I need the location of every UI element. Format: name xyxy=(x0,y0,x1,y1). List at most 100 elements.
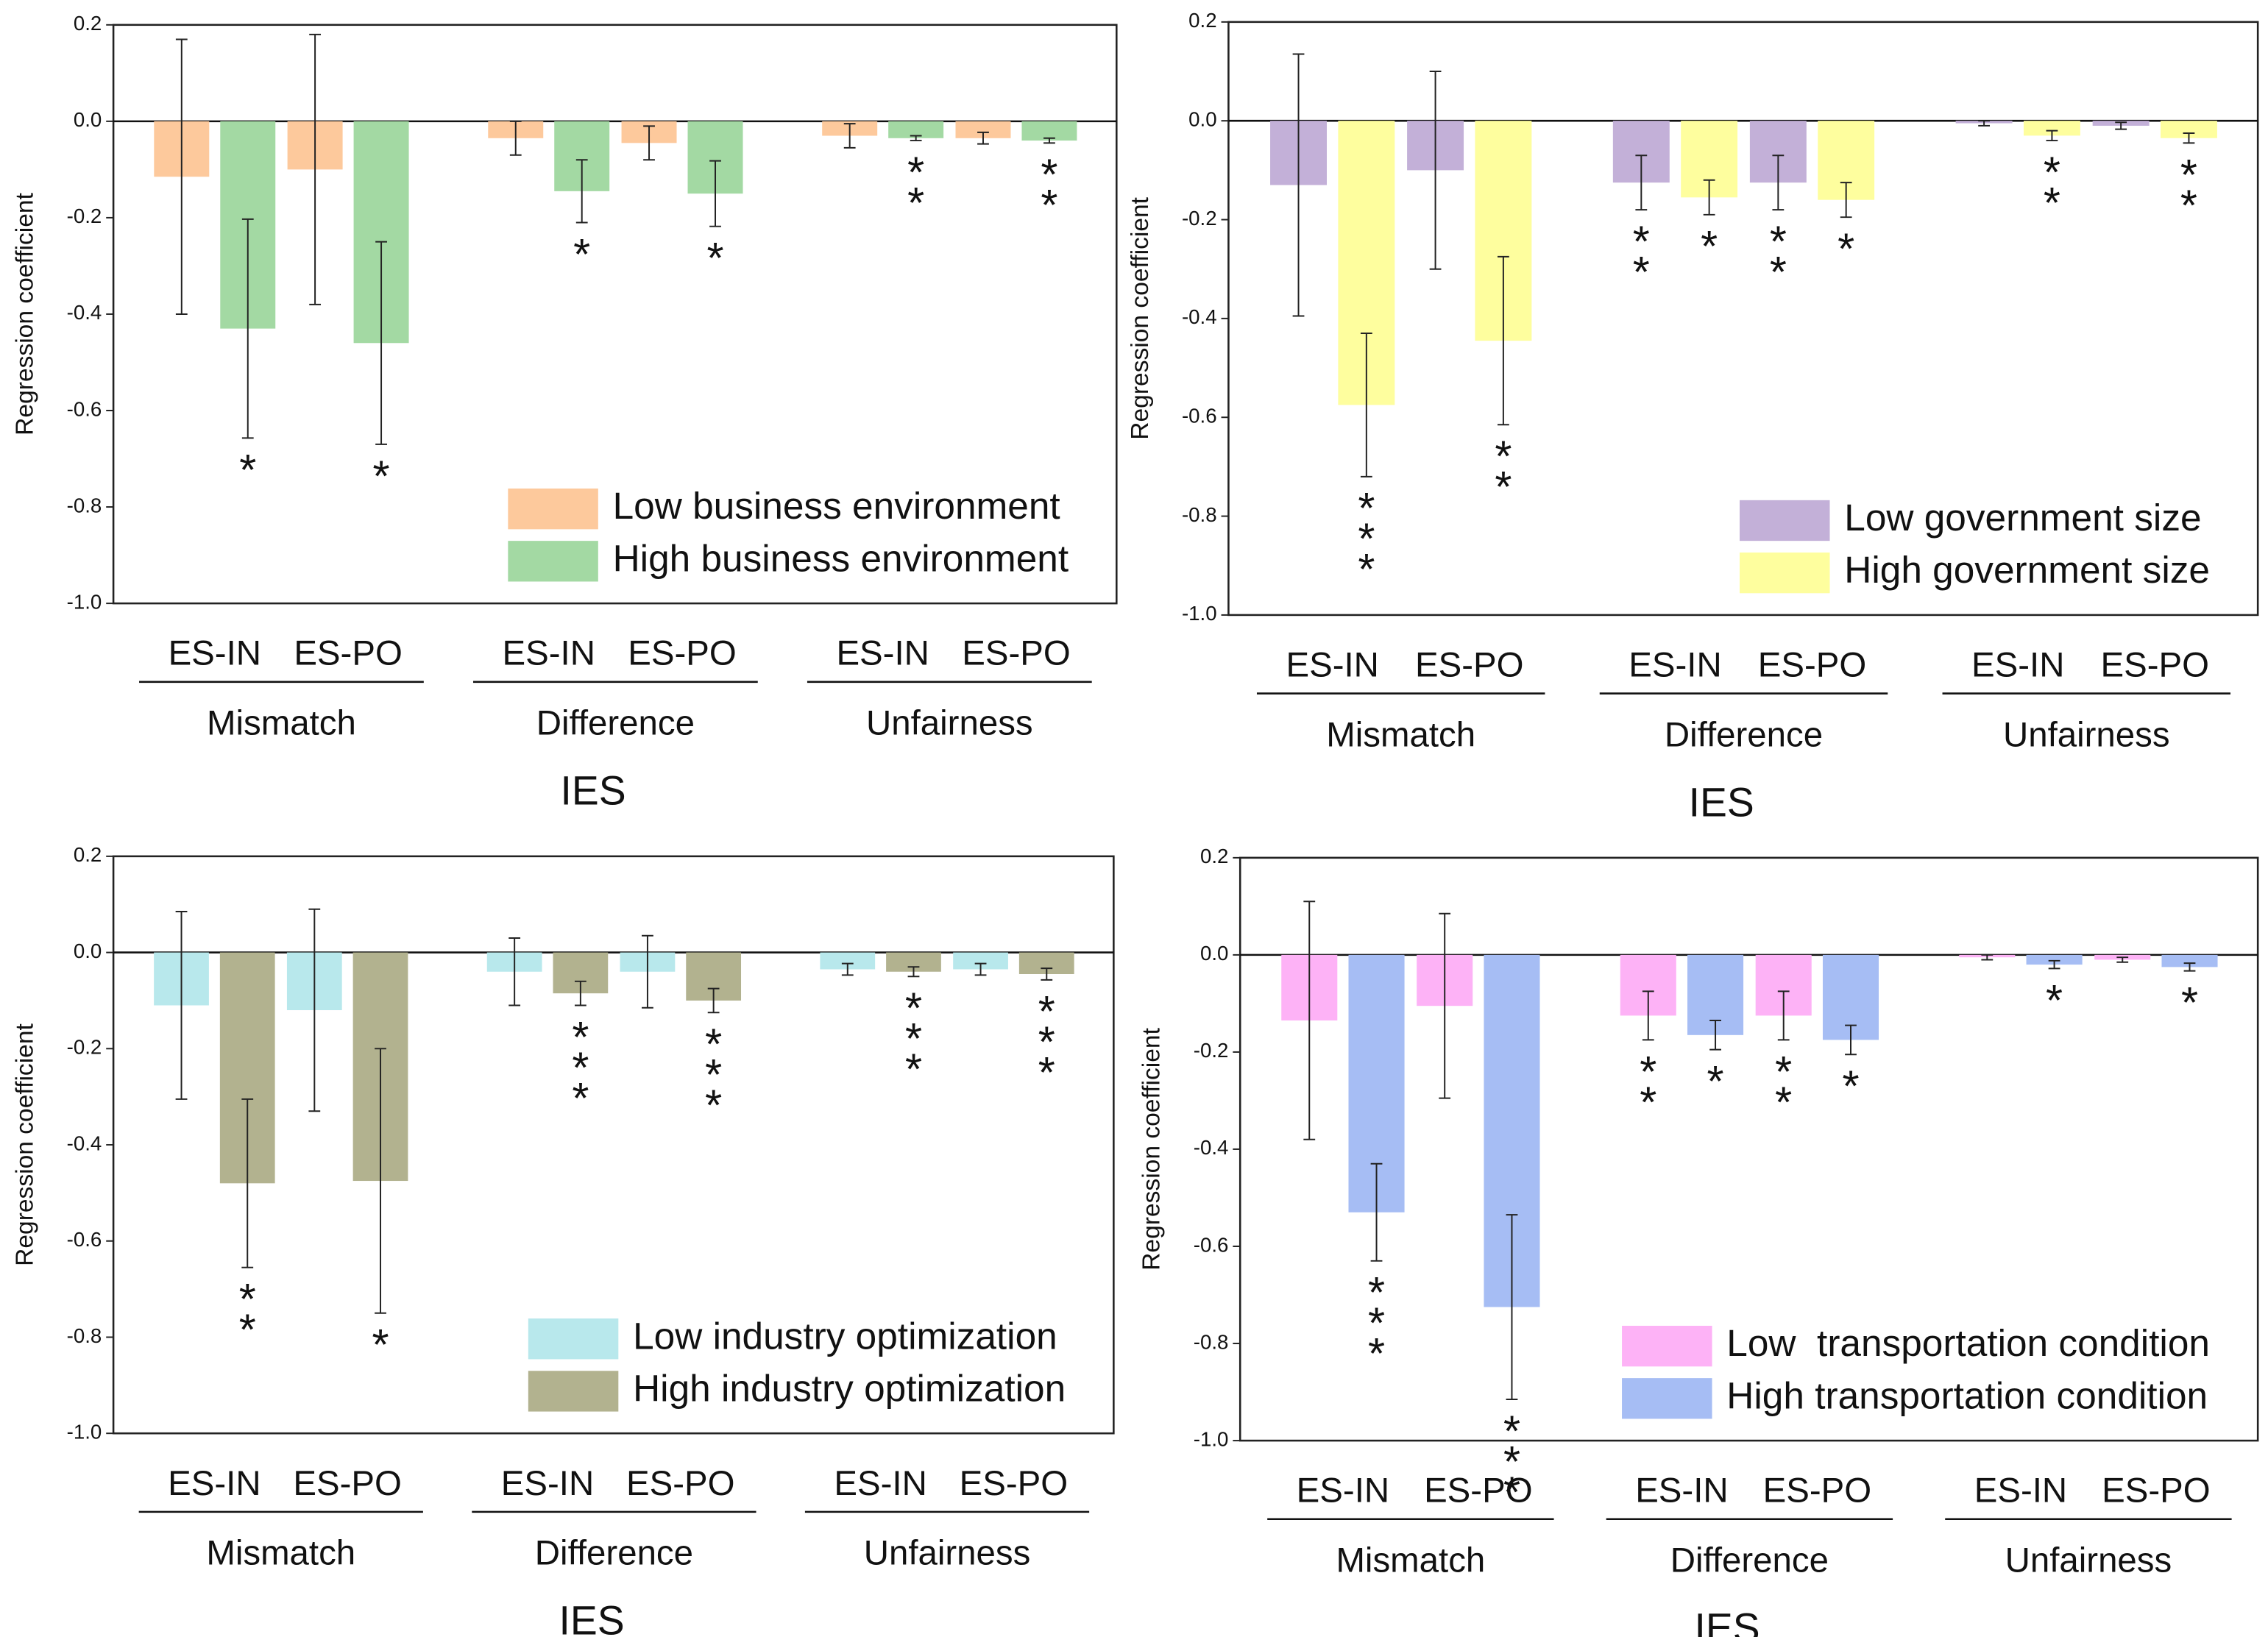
group-label: Mismatch xyxy=(1336,1541,1485,1580)
error-bar xyxy=(2048,959,2060,970)
y-tick-label: -0.4 xyxy=(1194,1136,1229,1159)
error-bar xyxy=(643,125,655,161)
x-tick-label: ES-IN xyxy=(1629,646,1721,685)
x-tick-label: ES-PO xyxy=(2101,646,2210,685)
error-bar xyxy=(709,160,721,227)
significance-label: * xyxy=(706,233,723,283)
significance-label: * * xyxy=(1770,216,1787,296)
x-tick-label: ES-PO xyxy=(2102,1471,2211,1510)
bar xyxy=(888,121,944,138)
significance-label: * xyxy=(1707,1057,1724,1106)
significance-label: * * xyxy=(907,147,924,227)
significance-label: * * xyxy=(1041,149,1057,229)
error-bar xyxy=(977,131,989,145)
y-tick-label: -0.6 xyxy=(1194,1233,1229,1256)
x-axis-label: IES xyxy=(1689,779,1754,825)
error-bar xyxy=(2046,129,2058,142)
legend-label: Low government size xyxy=(1844,497,2201,539)
bar xyxy=(953,952,1008,970)
significance-label: * * xyxy=(1640,1046,1656,1126)
legend-swatch xyxy=(1622,1378,1712,1419)
error-bar xyxy=(308,908,321,1112)
x-tick-label: ES-PO xyxy=(1415,646,1524,685)
error-bar xyxy=(841,962,854,976)
x-tick-label: ES-IN xyxy=(1974,1471,2067,1510)
y-tick-label: -0.6 xyxy=(1182,405,1217,427)
x-tick-label: ES-PO xyxy=(962,634,1071,673)
error-bar xyxy=(1439,912,1451,1099)
group-label: Difference xyxy=(1665,715,1823,754)
y-tick-label: 0.0 xyxy=(74,940,102,962)
y-tick-label: -0.8 xyxy=(67,494,102,516)
x-tick-label: ES-IN xyxy=(501,1464,594,1503)
x-tick-label: ES-PO xyxy=(293,1464,402,1503)
x-tick-label: ES-IN xyxy=(503,634,595,673)
y-tick-label: -0.2 xyxy=(1194,1039,1229,1062)
x-tick-label: ES-PO xyxy=(628,634,737,673)
y-axis-label: Regression coefficient xyxy=(11,192,38,435)
group-label: Difference xyxy=(536,704,695,743)
x-tick-label: ES-PO xyxy=(1763,1471,1872,1510)
error-bar xyxy=(375,241,387,445)
error-bar xyxy=(1292,53,1305,317)
bar xyxy=(820,952,876,970)
significance-label: * xyxy=(2181,978,2198,1027)
significance-label: * * xyxy=(2180,149,2197,229)
y-axis-label: Regression coefficient xyxy=(1127,196,1154,439)
error-bar xyxy=(509,120,522,156)
x-axis-label: IES xyxy=(1694,1605,1760,1637)
x-tick-label: ES-IN xyxy=(169,634,261,673)
significance-label: * * * xyxy=(705,1019,722,1129)
error-bar xyxy=(1041,967,1053,981)
bar xyxy=(2160,121,2217,138)
error-bar xyxy=(2116,956,2129,963)
error-bar xyxy=(241,218,254,439)
significance-label: * xyxy=(1838,224,1854,273)
y-tick-label: 0.2 xyxy=(74,843,102,866)
group-label: Unfairness xyxy=(2003,715,2170,754)
error-bar xyxy=(910,135,922,142)
error-bar xyxy=(1978,120,1991,127)
y-tick-label: -0.4 xyxy=(67,301,102,324)
y-tick-label: -0.4 xyxy=(67,1132,102,1154)
bar xyxy=(2026,954,2083,965)
legend-label: Low transportation condition xyxy=(1726,1322,2210,1364)
significance-label: * * xyxy=(239,1274,256,1354)
legend-label: High government size xyxy=(1844,549,2210,591)
error-bar xyxy=(1043,137,1055,144)
significance-label: * xyxy=(239,444,256,494)
x-tick-label: ES-IN xyxy=(836,634,929,673)
y-tick-label: -1.0 xyxy=(1194,1427,1229,1450)
y-tick-label: -0.8 xyxy=(1182,503,1217,526)
error-bar xyxy=(574,980,587,1006)
error-bar xyxy=(1772,155,1785,211)
significance-label: * * * xyxy=(905,983,922,1093)
y-tick-label: 0.0 xyxy=(74,108,102,131)
bar xyxy=(1021,121,1077,141)
y-tick-label: -0.4 xyxy=(1182,305,1217,328)
x-tick-label: ES-PO xyxy=(960,1464,1069,1503)
error-bar xyxy=(175,38,188,315)
x-axis-label: IES xyxy=(560,768,626,814)
error-bar xyxy=(2183,132,2195,144)
x-tick-label: ES-IN xyxy=(1297,1471,1389,1510)
y-tick-label: -1.0 xyxy=(67,1420,102,1443)
significance-label: * * * xyxy=(1038,987,1055,1097)
error-bar xyxy=(241,1098,254,1268)
x-tick-label: ES-PO xyxy=(1424,1471,1533,1510)
y-tick-label: -1.0 xyxy=(1182,602,1217,625)
error-bar xyxy=(1303,901,1316,1140)
y-tick-label: 0.2 xyxy=(1188,9,1216,32)
y-tick-label: -0.8 xyxy=(1194,1330,1229,1353)
y-tick-label: -0.2 xyxy=(67,205,102,227)
group-label: Difference xyxy=(535,1534,693,1573)
significance-label: * xyxy=(2046,975,2063,1024)
significance-label: * * xyxy=(2044,147,2060,227)
x-tick-label: ES-PO xyxy=(294,634,403,673)
y-tick-label: 0.0 xyxy=(1200,942,1228,965)
error-bar xyxy=(1840,182,1852,219)
group-label: Difference xyxy=(1670,1541,1829,1580)
y-tick-label: -0.6 xyxy=(67,1228,102,1251)
y-axis-label: Regression coefficient xyxy=(1138,1027,1166,1270)
error-bar xyxy=(1370,1162,1383,1262)
